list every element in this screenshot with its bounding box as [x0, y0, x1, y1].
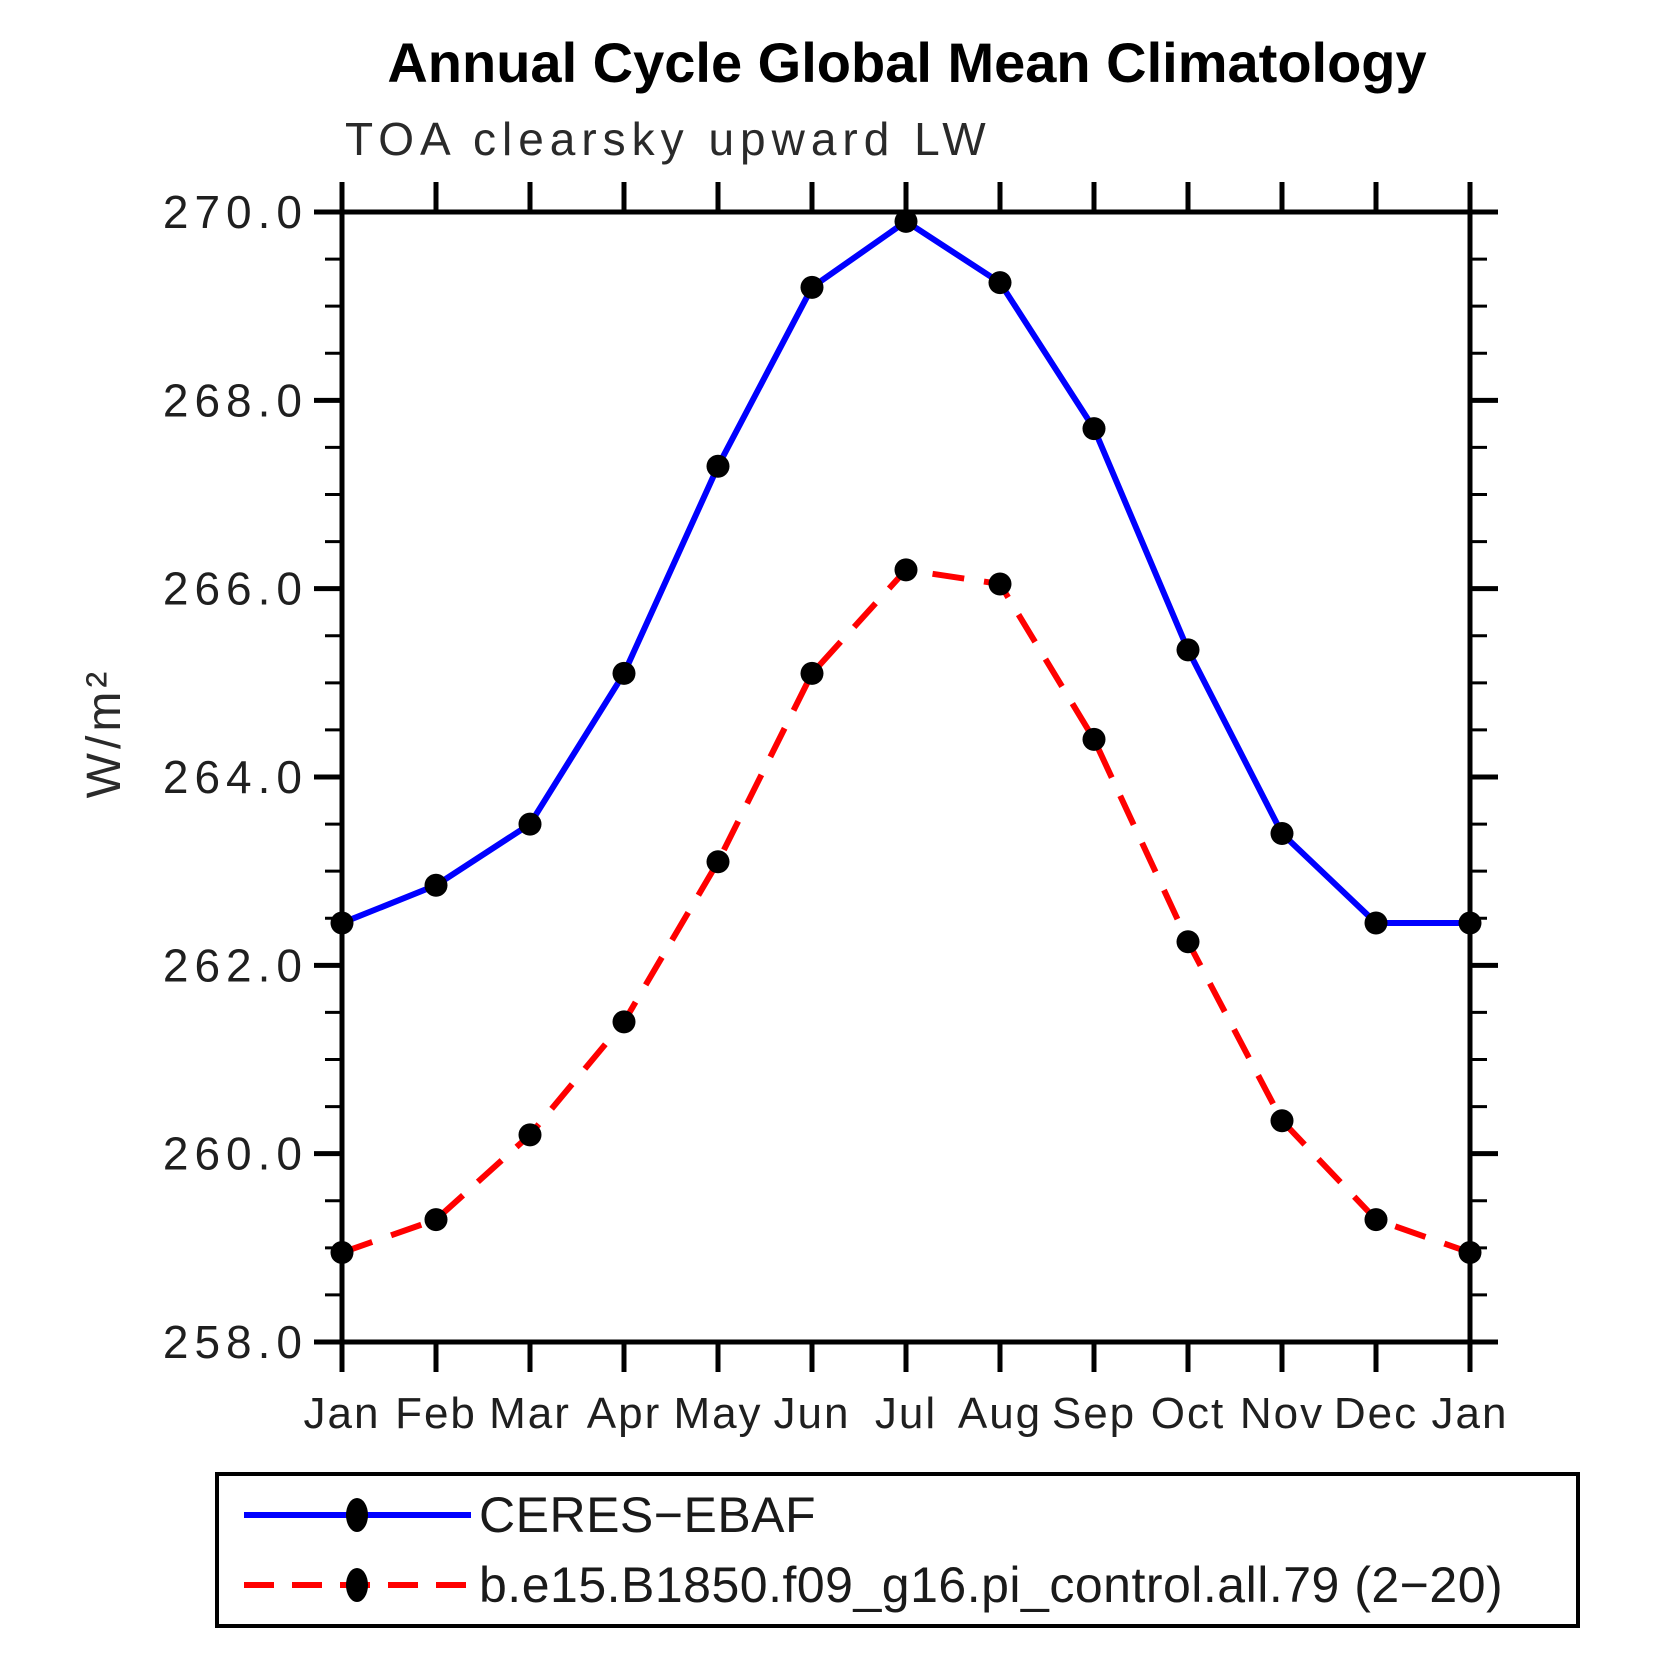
data-point-marker [330, 911, 354, 935]
y-tick-label: 266.0 [163, 563, 308, 615]
legend-line-sample-obs [244, 1497, 471, 1532]
data-point-marker [1364, 1208, 1388, 1232]
chart-title: Annual Cycle Global Mean Climatology [387, 31, 1427, 94]
series-line-1 [341, 566, 1471, 1256]
y-tick-label: 270.0 [163, 186, 308, 238]
chart-subtitle: TOA clearsky upward LW [345, 113, 992, 165]
data-point-marker [1176, 638, 1200, 662]
legend-label-model: b.e15.B1850.f09_g16.pi_control.all.79 (2… [479, 1557, 1504, 1614]
data-point-marker [988, 572, 1012, 596]
data-point-marker [894, 209, 918, 233]
data-point-marker [1082, 417, 1106, 441]
x-tick-label: Jul [875, 1389, 937, 1438]
data-point-marker [800, 661, 824, 685]
legend-row-model: b.e15.B1850.f09_g16.pi_control.all.79 (2… [239, 1553, 1576, 1617]
x-tick-label: Apr [587, 1389, 661, 1438]
data-point-marker [612, 1010, 636, 1034]
x-tick-label: Aug [958, 1389, 1042, 1438]
data-point-marker [1270, 1109, 1294, 1133]
data-point-marker [894, 558, 918, 582]
x-tick-label: Sep [1052, 1389, 1136, 1438]
x-tick-label: Jan [304, 1389, 381, 1438]
legend-marker-icon [346, 1568, 368, 1603]
data-point-marker [424, 873, 448, 897]
data-point-marker [988, 271, 1012, 295]
data-point-marker [518, 812, 542, 836]
y-tick-label: 262.0 [163, 939, 308, 991]
y-tick-label: 258.0 [163, 1316, 308, 1368]
data-point-marker [1458, 1241, 1482, 1265]
data-point-marker [706, 454, 730, 478]
data-point-marker [1082, 727, 1106, 751]
x-tick-label: Jan [1432, 1389, 1509, 1438]
plot-frame [339, 209, 1473, 1345]
legend-marker-icon [346, 1497, 368, 1532]
data-point-marker [518, 1123, 542, 1147]
data-point-marker [424, 1208, 448, 1232]
x-tick-label: Mar [489, 1389, 571, 1438]
data-point-marker [1270, 822, 1294, 845]
data-point-marker [330, 1241, 354, 1265]
y-tick-label: 260.0 [163, 1128, 308, 1180]
y-tick-label: 268.0 [163, 374, 308, 426]
legend-line-sample-model [244, 1568, 471, 1603]
data-point-marker [1364, 911, 1388, 935]
data-point-marker [612, 661, 636, 685]
y-tick-label: 264.0 [163, 751, 308, 803]
data-point-marker [706, 850, 730, 874]
x-tick-label: May [673, 1389, 762, 1438]
legend: CERES−EBAF b.e15.B1850.f09_g16.pi_contro… [215, 1472, 1580, 1628]
data-point-marker [1458, 911, 1482, 935]
x-tick-label: Nov [1240, 1389, 1324, 1438]
x-tick-label: Oct [1151, 1389, 1225, 1438]
x-tick-label: Dec [1334, 1389, 1418, 1438]
legend-label-obs: CERES−EBAF [479, 1486, 817, 1543]
x-tick-label: Feb [395, 1389, 477, 1438]
x-tick-label: Jun [774, 1389, 851, 1438]
data-point-marker [1176, 930, 1200, 954]
legend-row-ceres-ebaf: CERES−EBAF [239, 1483, 1576, 1547]
data-point-marker [800, 275, 824, 299]
